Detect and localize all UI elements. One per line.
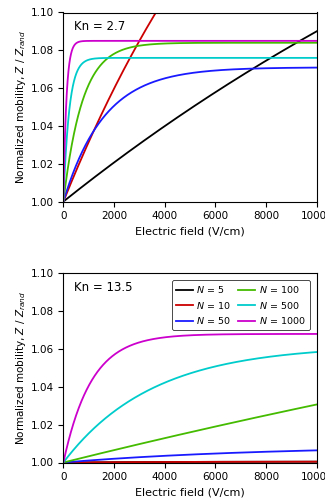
Y-axis label: Normalized mobility, $Z$ / $Z_{rand}$: Normalized mobility, $Z$ / $Z_{rand}$ [14,30,28,184]
Text: Kn = 2.7: Kn = 2.7 [73,20,125,33]
Y-axis label: Normalized mobility, $Z$ / $Z_{rand}$: Normalized mobility, $Z$ / $Z_{rand}$ [14,291,28,445]
X-axis label: Electric field (V/cm): Electric field (V/cm) [135,227,245,237]
Legend: $N$ = 5, $N$ = 10, $N$ = 50, $N$ = 100, $N$ = 500, $N$ = 1000: $N$ = 5, $N$ = 10, $N$ = 50, $N$ = 100, … [172,280,310,330]
Text: Kn = 13.5: Kn = 13.5 [73,281,132,294]
X-axis label: Electric field (V/cm): Electric field (V/cm) [135,488,245,498]
